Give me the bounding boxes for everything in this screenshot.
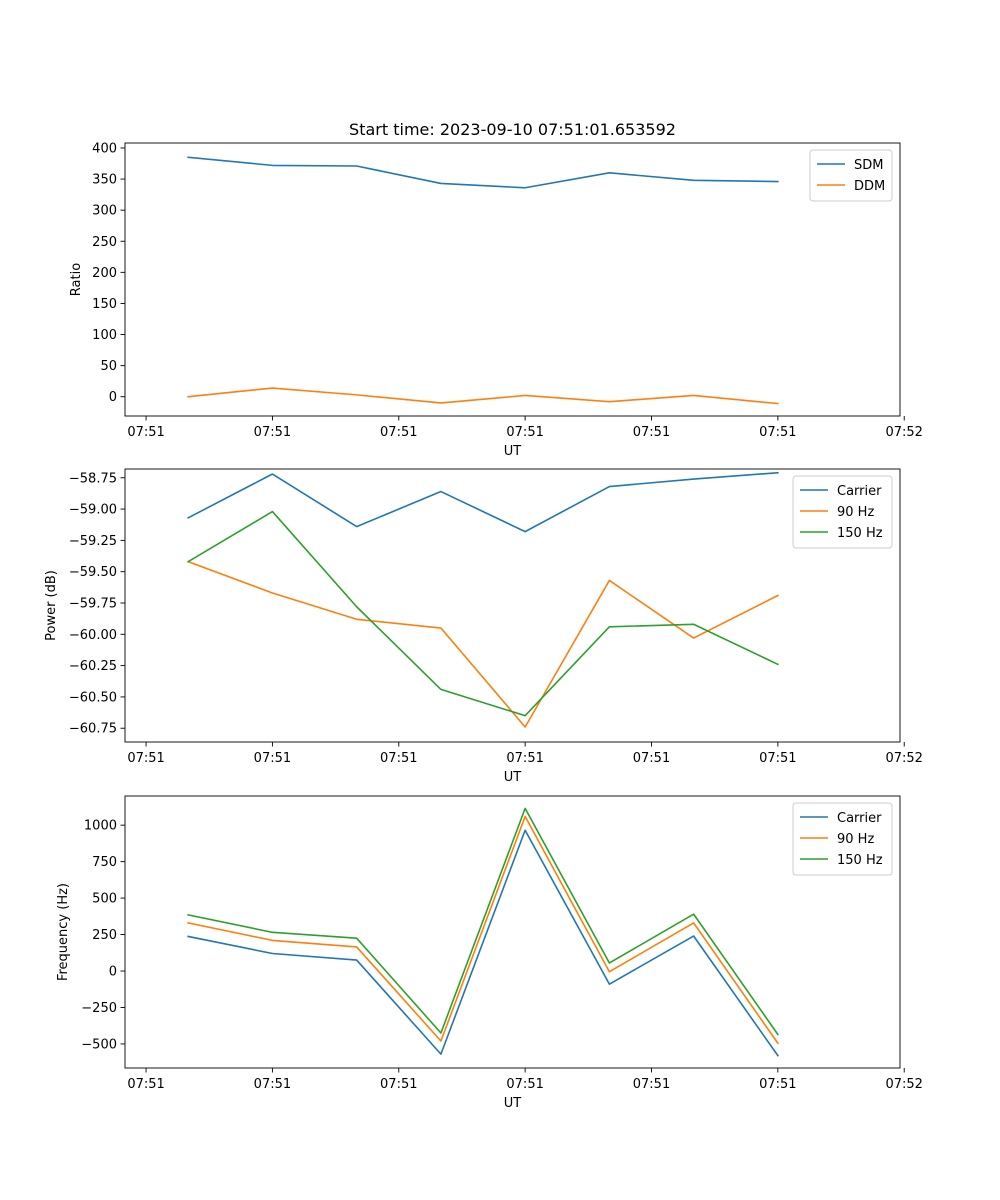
y-tick-label: 500: [92, 892, 117, 907]
y-tick-label: 100: [92, 328, 117, 343]
series-line-carrier: [187, 471, 779, 533]
legend-label: 90 Hz: [837, 832, 874, 847]
x-tick-label: 07:51: [380, 751, 417, 766]
x-tick-label: 07:51: [759, 751, 796, 766]
y-tick-label: 0: [109, 390, 117, 405]
series-line-90-hz: [187, 560, 779, 728]
y-tick-label: 150: [92, 297, 117, 312]
legend-label: 90 Hz: [837, 505, 874, 520]
legend-box: [792, 802, 893, 876]
y-tick-label: −59.00: [69, 503, 117, 518]
ratio-panel: Start time: 2023-09-10 07:51:01.653592 07…: [69, 120, 923, 459]
x-tick-label: 07:51: [633, 751, 670, 766]
x-tick-label: 07:51: [633, 1077, 670, 1092]
x-tick-label: 07:51: [127, 425, 164, 440]
x-tick-label: 07:51: [759, 425, 796, 440]
legend: SDM DDM: [809, 149, 893, 202]
series-line-150-hz: [187, 510, 779, 717]
series-group: [187, 471, 779, 728]
series-group: [187, 156, 779, 405]
x-axis-label: UT: [504, 1096, 522, 1111]
series-line-sdm: [187, 156, 779, 189]
series-line-150-hz: [187, 807, 779, 1036]
y-axis-label: Frequency (Hz): [56, 883, 71, 981]
y-tick-label: 750: [92, 855, 117, 870]
y-tick-label: −58.75: [69, 471, 117, 486]
legend-box: [809, 149, 893, 202]
legend-label: DDM: [854, 179, 885, 194]
x-tick-label: 07:51: [506, 425, 543, 440]
frequency-panel: 07:51 07:51 07:51 07:51 07:51 07:51 07:52 −500 −…: [56, 795, 923, 1111]
legend: Carrier 90 Hz 150 Hz: [792, 802, 893, 876]
x-tick-label: 07:51: [506, 1077, 543, 1092]
y-tick-label: −59.25: [69, 534, 117, 549]
y-tick-label: −60.25: [69, 659, 117, 674]
legend-label: Carrier: [837, 484, 882, 499]
y-axis-label: Power (dB): [44, 570, 59, 641]
x-tick-label: 07:51: [633, 425, 670, 440]
legend-label: 150 Hz: [837, 526, 883, 541]
x-tick-label: 07:52: [885, 1077, 922, 1092]
legend-label: SDM: [854, 158, 883, 173]
y-tick-label: −60.50: [69, 690, 117, 705]
x-axis-label: UT: [504, 770, 522, 785]
y-tick-label: −500: [81, 1037, 117, 1052]
series-line-ddm: [187, 387, 779, 405]
legend: Carrier 90 Hz 150 Hz: [792, 475, 893, 549]
axes-frame: [124, 142, 901, 417]
y-tick-label: 350: [92, 173, 117, 188]
x-tick-label: 07:51: [254, 751, 291, 766]
y-tick-label: 250: [92, 928, 117, 943]
y-tick-label: −59.75: [69, 596, 117, 611]
y-axis-label: Ratio: [69, 263, 84, 296]
y-tick-label: −60.75: [69, 722, 117, 737]
y-tick-label: 200: [92, 266, 117, 281]
x-axis-label: UT: [504, 444, 522, 459]
y-tick-label: −60.00: [69, 628, 117, 643]
series-group: [187, 807, 779, 1057]
x-tick-label: 07:51: [506, 751, 543, 766]
x-tick-label: 07:51: [254, 425, 291, 440]
y-tick-label: 0: [109, 965, 117, 980]
axes-frame: [124, 795, 901, 1069]
y-tick-label: −250: [81, 1001, 117, 1016]
series-line-90-hz: [187, 815, 779, 1045]
y-tick-label: 250: [92, 235, 117, 250]
y-tick-label: 300: [92, 204, 117, 219]
x-tick-label: 07:51: [127, 751, 164, 766]
legend-box: [792, 475, 893, 549]
y-tick-label: 400: [92, 141, 117, 156]
x-tick-label: 07:51: [380, 425, 417, 440]
series-line-carrier: [187, 829, 779, 1057]
legend-label: Carrier: [837, 811, 882, 826]
x-tick-label: 07:52: [885, 751, 922, 766]
y-tick-label: 50: [100, 359, 117, 374]
x-tick-label: 07:51: [759, 1077, 796, 1092]
axes-frame: [124, 468, 901, 743]
y-tick-label: −59.50: [69, 565, 117, 580]
x-tick-label: 07:51: [127, 1077, 164, 1092]
y-tick-label: 1000: [84, 819, 117, 834]
power-panel: 07:51 07:51 07:51 07:51 07:51 07:51 07:52 −60.7…: [44, 468, 923, 785]
x-tick-label: 07:51: [380, 1077, 417, 1092]
chart-title: Start time: 2023-09-10 07:51:01.653592: [349, 120, 676, 139]
x-tick-label: 07:52: [885, 425, 922, 440]
legend-label: 150 Hz: [837, 853, 883, 868]
x-tick-label: 07:51: [254, 1077, 291, 1092]
